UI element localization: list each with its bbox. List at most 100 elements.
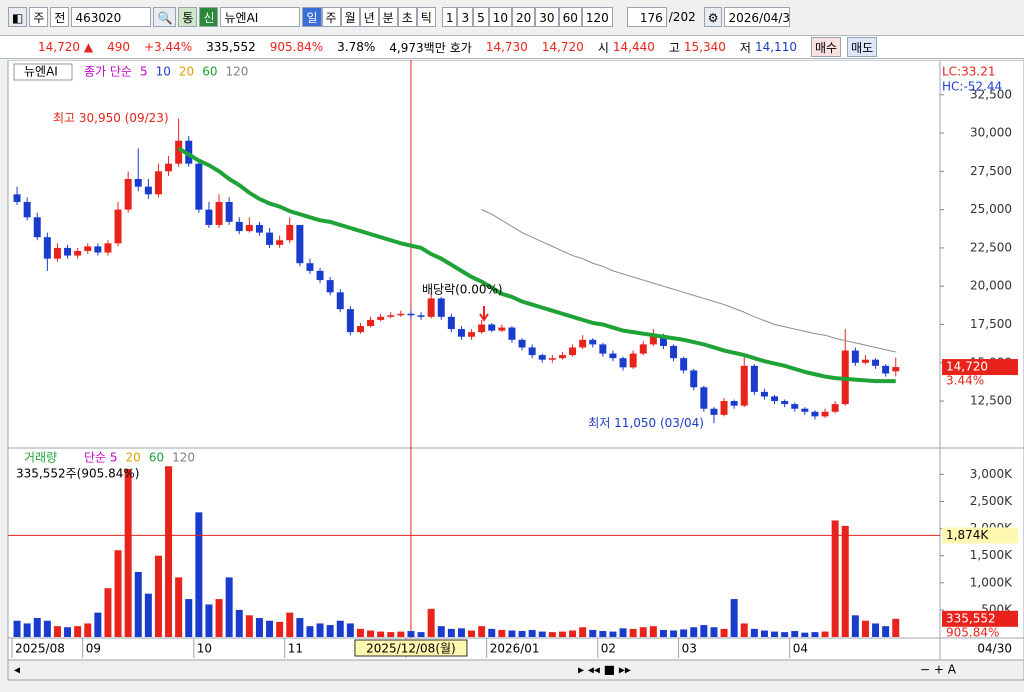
volume-name: 거래량 xyxy=(24,451,57,465)
volume-bar xyxy=(872,623,880,637)
candle-body xyxy=(609,353,617,359)
period-button[interactable]: 월 xyxy=(340,7,360,27)
date-input[interactable]: 2026/04/3 xyxy=(724,7,791,27)
zoom-controls[interactable]: − + A xyxy=(920,663,957,677)
volume-bar xyxy=(255,618,263,637)
volume-bar xyxy=(205,604,213,637)
x-end-label: 04/30 xyxy=(977,642,1012,656)
volume-bar xyxy=(558,631,566,637)
y-tick-label: 32,500 xyxy=(970,87,1012,101)
scrollbar[interactable] xyxy=(7,659,1024,681)
candle-body xyxy=(94,246,102,253)
scroll-controls[interactable]: ▸ ◂◂ ■ ▸▸ xyxy=(578,663,631,677)
dividend-annotation: 배당락(0.00%) xyxy=(422,283,503,297)
interval-button[interactable]: 30 xyxy=(535,7,559,27)
period-button[interactable]: 초 xyxy=(397,7,417,27)
candle-body xyxy=(23,201,31,218)
volume-bar xyxy=(437,626,445,637)
candle-body xyxy=(144,186,152,195)
volume-bar xyxy=(74,626,82,637)
candle-body xyxy=(811,411,819,417)
interval-button[interactable]: 10 xyxy=(488,7,513,27)
volume-bar xyxy=(710,627,718,637)
legend-entry: 20 xyxy=(126,451,141,465)
candle-body xyxy=(134,178,142,187)
period-button[interactable]: 일 xyxy=(302,7,322,27)
interval-button[interactable]: 1 xyxy=(441,7,458,27)
scroll-left[interactable]: ◂ xyxy=(14,663,20,677)
menu-button[interactable]: ◧ xyxy=(8,7,28,27)
volume-bar xyxy=(488,628,496,637)
candle-body xyxy=(215,201,223,225)
volume-bar xyxy=(589,629,597,637)
volume-bar xyxy=(548,632,556,637)
interval-button[interactable]: 3 xyxy=(457,7,474,27)
volume-bar xyxy=(387,632,395,637)
candle-body xyxy=(165,163,173,172)
candle-body xyxy=(205,209,213,225)
candle-body xyxy=(175,140,183,164)
candle-body xyxy=(569,347,577,356)
volume-bar xyxy=(478,626,486,637)
x-tick-label: 04 xyxy=(793,642,808,656)
low: 14,110 xyxy=(754,40,797,54)
sell-button[interactable]: 매도 xyxy=(847,37,878,57)
interval-button[interactable]: 5 xyxy=(473,7,489,27)
interval-button[interactable]: 20 xyxy=(512,7,536,27)
ask: 14,730 xyxy=(485,40,528,54)
candle-body xyxy=(367,319,375,327)
amount: 4,973백만 xyxy=(389,40,446,55)
candle-body xyxy=(447,316,455,330)
count[interactable]: 176 xyxy=(626,7,667,27)
interval-button[interactable]: 120 xyxy=(581,7,613,27)
code-input[interactable]: 463020 xyxy=(71,7,152,27)
volume-bar xyxy=(144,593,152,637)
volume-bar xyxy=(821,631,829,637)
candle-body xyxy=(316,270,324,281)
period-button[interactable]: 년 xyxy=(359,7,379,27)
flag[interactable]: 통 xyxy=(178,7,198,27)
candle-body xyxy=(872,359,880,366)
total: /202 xyxy=(668,10,696,24)
period-button[interactable]: 틱 xyxy=(416,7,436,27)
volume-bar xyxy=(427,608,435,637)
volume-info: 335,552주(905.84%) xyxy=(16,467,139,481)
period-button[interactable]: 주 xyxy=(321,7,341,27)
volume-bar xyxy=(84,623,92,637)
flag[interactable]: 신 xyxy=(199,7,219,27)
series-name: 뉴엔AI xyxy=(24,65,58,79)
volume-bar xyxy=(579,627,587,637)
period-button[interactable]: 분 xyxy=(378,7,398,27)
interval-button[interactable]: 60 xyxy=(558,7,582,27)
volume-bar xyxy=(538,631,546,637)
candle-body xyxy=(468,332,476,337)
volume-bar xyxy=(306,626,314,637)
market[interactable]: 전 xyxy=(50,7,70,27)
candle-body xyxy=(53,247,61,259)
volume-bar xyxy=(33,618,41,637)
candle-body xyxy=(639,344,647,354)
tool-button[interactable]: ⚙ xyxy=(703,7,723,27)
x-tick-label: 11 xyxy=(288,642,303,656)
volume-bar xyxy=(771,631,779,637)
candle-body xyxy=(84,246,92,251)
stock-name[interactable]: 뉴엔AI xyxy=(220,7,301,27)
y-tick-label: 25,000 xyxy=(970,202,1012,216)
legend-entry: 10 xyxy=(156,65,171,79)
volume-bar xyxy=(861,620,869,637)
volume-bar xyxy=(417,632,425,637)
volume-bar xyxy=(43,620,51,637)
volume-bar xyxy=(528,629,536,637)
volume-bar xyxy=(185,599,193,637)
legend-entry: 60 xyxy=(202,65,217,79)
volume-bar xyxy=(215,599,223,637)
buy-button[interactable]: 매수 xyxy=(810,37,842,57)
stock-type[interactable]: 주 xyxy=(29,7,49,27)
price: 14,720 ▲ xyxy=(38,40,93,54)
search-button[interactable]: 🔍 xyxy=(153,7,177,27)
volume: 335,552 xyxy=(206,40,256,54)
x-tick-label: 09 xyxy=(86,642,101,656)
